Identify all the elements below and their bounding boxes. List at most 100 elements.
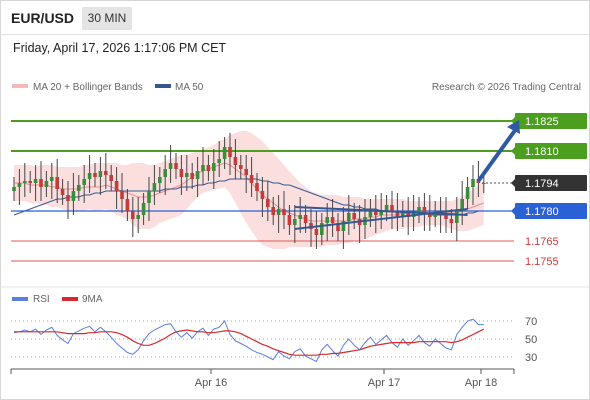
candle-body xyxy=(190,173,194,179)
level-label-1.1794: 1.1794 xyxy=(525,178,559,190)
x-tick-label: Apr 17 xyxy=(368,377,400,389)
level-tag-1.1825 xyxy=(515,113,587,129)
candle-body xyxy=(282,209,286,215)
candle-body xyxy=(55,177,59,189)
candle-body xyxy=(66,195,70,201)
candle-body xyxy=(239,165,243,169)
candle-body xyxy=(93,173,97,177)
candle-body xyxy=(44,181,49,187)
candle-body xyxy=(147,191,151,203)
candle-body xyxy=(395,211,400,217)
candle-body xyxy=(222,147,227,159)
candle-body xyxy=(449,219,454,223)
candle-body xyxy=(28,181,32,183)
level-label-1.1810: 1.1810 xyxy=(525,146,559,158)
rsi-ma-line xyxy=(14,328,485,356)
level-label-1.1755: 1.1755 xyxy=(525,256,559,268)
candle-body xyxy=(303,215,308,223)
candle-body xyxy=(428,213,432,217)
rsi-tick-30: 30 xyxy=(525,352,537,364)
candle-body xyxy=(460,199,464,211)
rsi-tick-70: 70 xyxy=(525,316,537,328)
candle-body xyxy=(185,173,189,177)
level-label-1.1825: 1.1825 xyxy=(525,116,559,128)
level-tag-pointer xyxy=(511,147,515,155)
candle-body xyxy=(131,211,135,219)
candle-body xyxy=(195,171,200,179)
level-tag-pointer xyxy=(511,179,515,187)
candle-body xyxy=(406,211,410,217)
candle-body xyxy=(401,211,405,217)
candle-body xyxy=(179,169,184,177)
legend-swatch-ma50 xyxy=(155,84,171,88)
candle-body xyxy=(314,229,319,235)
level-tag-1.1780 xyxy=(515,203,587,219)
candle-body xyxy=(287,215,292,225)
legend-9ma: 9MA xyxy=(82,294,103,305)
candle-body xyxy=(174,163,178,169)
candle-body xyxy=(136,215,140,219)
candle-body xyxy=(352,213,356,219)
candle-body xyxy=(266,199,270,207)
candle-body xyxy=(271,207,275,215)
candle-body xyxy=(384,205,389,211)
candle-body xyxy=(444,215,448,219)
candle-body xyxy=(212,163,216,171)
legend-ma50: MA 50 xyxy=(175,82,204,93)
symbol-label: EUR/USD xyxy=(11,10,75,26)
candle-body xyxy=(152,183,157,191)
candle-body xyxy=(482,183,486,184)
candle-body xyxy=(228,147,232,157)
candle-body xyxy=(374,209,378,215)
candle-body xyxy=(12,187,16,191)
candle-body xyxy=(17,183,22,187)
candle-body xyxy=(330,217,335,223)
x-tick-label: Apr 18 xyxy=(465,377,497,389)
candle-body xyxy=(465,187,470,199)
candle-body xyxy=(104,171,108,175)
candle-body xyxy=(347,213,351,221)
candle-body xyxy=(217,159,221,163)
candle-body xyxy=(249,175,254,183)
watermark: Research © 2026 Trading Central xyxy=(432,82,581,93)
candle-body xyxy=(77,185,81,191)
candle-body xyxy=(390,205,394,211)
candle-body xyxy=(379,211,383,215)
candle-body xyxy=(260,191,265,199)
header-divider xyxy=(0,34,590,35)
candle-body xyxy=(82,179,86,185)
candle-body xyxy=(125,199,130,211)
candle-body xyxy=(255,183,259,191)
projection-arrow-shaft xyxy=(476,127,518,183)
candle-body xyxy=(417,207,421,213)
trendline-support xyxy=(294,208,468,230)
projection-arrow-head xyxy=(507,120,520,134)
candle-body xyxy=(168,163,173,169)
level-tag-1.1810 xyxy=(515,143,587,159)
candle-body xyxy=(455,211,459,223)
level-label-1.1780: 1.1780 xyxy=(525,206,559,218)
x-tick-label: Apr 16 xyxy=(195,377,227,389)
level-tag-pointer xyxy=(511,207,515,215)
candle-body xyxy=(276,209,281,215)
candle-body xyxy=(50,177,54,181)
candle-body xyxy=(109,175,113,181)
candle-body xyxy=(206,165,211,171)
timeframe-button[interactable]: 30 MIN xyxy=(82,7,132,30)
candle-body xyxy=(471,179,475,187)
candle-body xyxy=(298,215,302,219)
candle-body xyxy=(141,203,146,215)
candle-body xyxy=(120,191,124,199)
candle-body xyxy=(71,191,76,201)
candle-body xyxy=(39,179,43,187)
candle-body xyxy=(98,171,103,177)
candle-body xyxy=(60,189,65,195)
candle-body xyxy=(320,223,324,235)
candle-body xyxy=(309,223,313,229)
candle-body xyxy=(33,179,38,183)
candle-body xyxy=(336,223,340,231)
candle-body xyxy=(422,207,427,213)
legend-swatch-9ma xyxy=(62,297,78,301)
date-label: Friday, April 17, 2026 1:17:06 PM CET xyxy=(13,41,227,55)
